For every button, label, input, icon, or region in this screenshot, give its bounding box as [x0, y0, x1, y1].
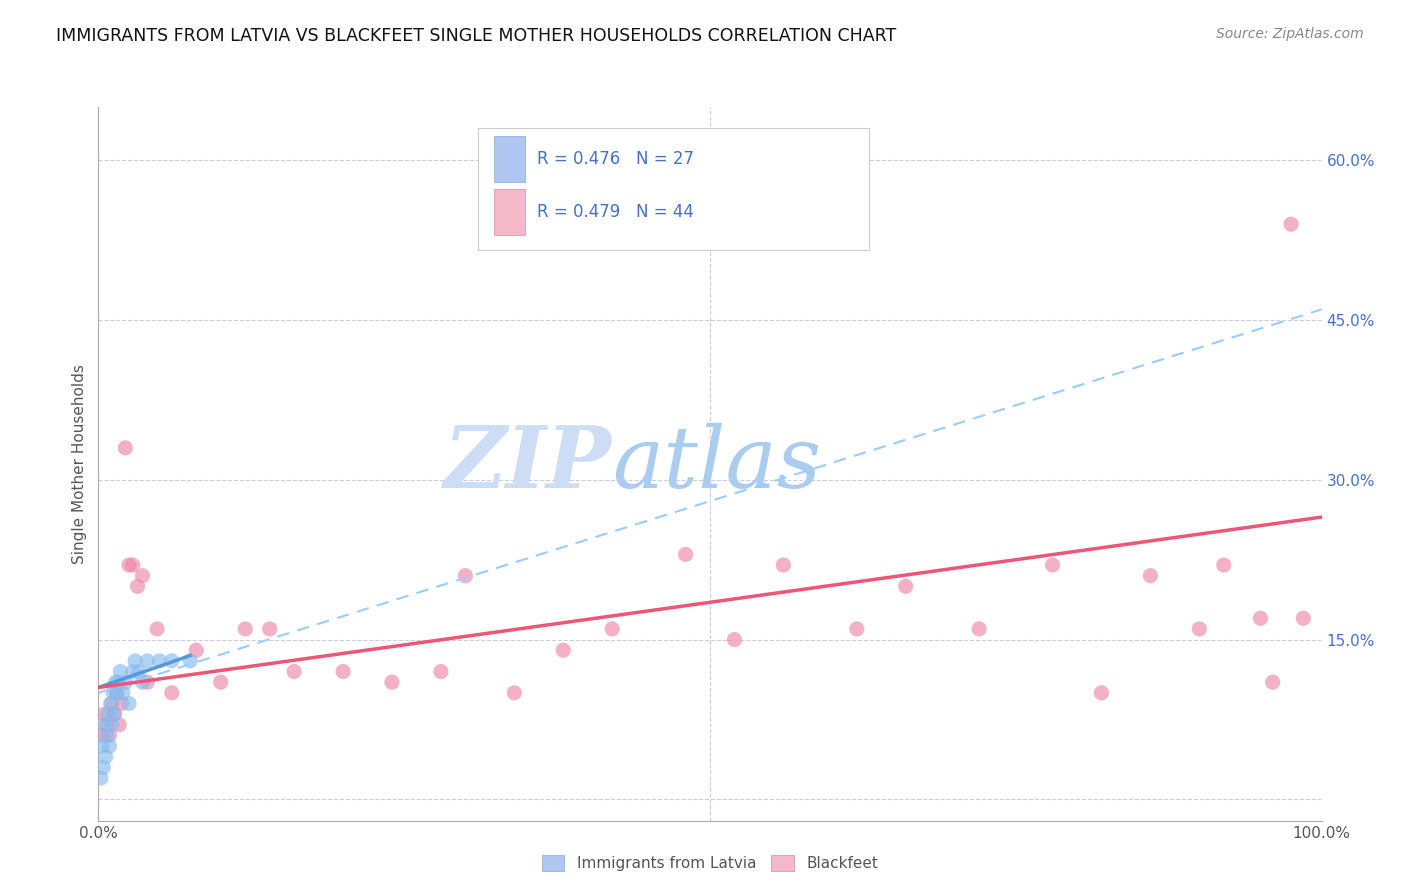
Point: [1279, 217, 1302, 231]
Point: [1042, 558, 1064, 572]
Point: [131, 675, 153, 690]
Point: [104, 675, 127, 690]
Point: [91, 739, 114, 753]
Point: [127, 579, 149, 593]
Point: [233, 622, 256, 636]
Point: [179, 654, 201, 668]
Point: [454, 568, 477, 582]
Point: [136, 675, 159, 690]
Point: [98, 739, 121, 753]
Point: [107, 675, 129, 690]
Point: [96, 728, 118, 742]
Point: [105, 686, 128, 700]
Point: [1249, 611, 1271, 625]
Point: [128, 665, 150, 679]
Point: [600, 622, 623, 636]
Point: [894, 579, 917, 593]
Point: [91, 760, 114, 774]
Point: [111, 686, 134, 700]
Point: [100, 697, 122, 711]
Point: [103, 707, 125, 722]
Y-axis label: Single Mother Households: Single Mother Households: [72, 364, 87, 564]
Point: [553, 643, 575, 657]
Point: [93, 707, 115, 722]
Point: [1090, 686, 1112, 700]
Point: [381, 675, 404, 690]
Point: [97, 707, 120, 722]
Point: [149, 654, 172, 668]
Point: [136, 654, 159, 668]
Text: R = 0.476   N = 27: R = 0.476 N = 27: [537, 150, 693, 168]
Point: [1139, 568, 1161, 582]
Point: [101, 697, 124, 711]
Point: [101, 686, 124, 700]
Text: IMMIGRANTS FROM LATVIA VS BLACKFEET SINGLE MOTHER HOUSEHOLDS CORRELATION CHART: IMMIGRANTS FROM LATVIA VS BLACKFEET SING…: [56, 27, 897, 45]
Point: [110, 665, 132, 679]
Point: [675, 547, 697, 561]
Text: Source: ZipAtlas.com: Source: ZipAtlas.com: [1216, 27, 1364, 41]
Point: [1292, 611, 1315, 625]
Point: [186, 643, 208, 657]
Point: [114, 675, 136, 690]
Point: [209, 675, 232, 690]
Point: [259, 622, 281, 636]
Point: [1261, 675, 1284, 690]
Point: [967, 622, 990, 636]
Point: [1212, 558, 1234, 572]
Point: [1188, 622, 1211, 636]
Point: [503, 686, 526, 700]
Point: [96, 718, 118, 732]
Point: [98, 728, 121, 742]
Point: [103, 707, 125, 722]
Point: [121, 558, 143, 572]
Text: R = 0.479   N = 44: R = 0.479 N = 44: [537, 203, 693, 221]
Point: [845, 622, 868, 636]
Point: [332, 665, 354, 679]
Point: [160, 686, 183, 700]
Point: [114, 441, 136, 455]
Point: [118, 697, 141, 711]
Text: ZIP: ZIP: [444, 422, 612, 506]
Legend: Immigrants from Latvia, Blackfeet: Immigrants from Latvia, Blackfeet: [536, 849, 884, 877]
Point: [723, 632, 745, 647]
Point: [101, 718, 124, 732]
Point: [283, 665, 305, 679]
Point: [91, 728, 114, 742]
Point: [108, 718, 131, 732]
Point: [94, 749, 117, 764]
Point: [121, 665, 143, 679]
Point: [160, 654, 183, 668]
Point: [146, 622, 169, 636]
Point: [772, 558, 794, 572]
Point: [111, 697, 134, 711]
Point: [131, 568, 153, 582]
Point: [124, 654, 146, 668]
Point: [93, 718, 115, 732]
Point: [105, 686, 128, 700]
Point: [90, 771, 112, 785]
Text: atlas: atlas: [612, 423, 821, 505]
Point: [118, 558, 141, 572]
Point: [430, 665, 453, 679]
